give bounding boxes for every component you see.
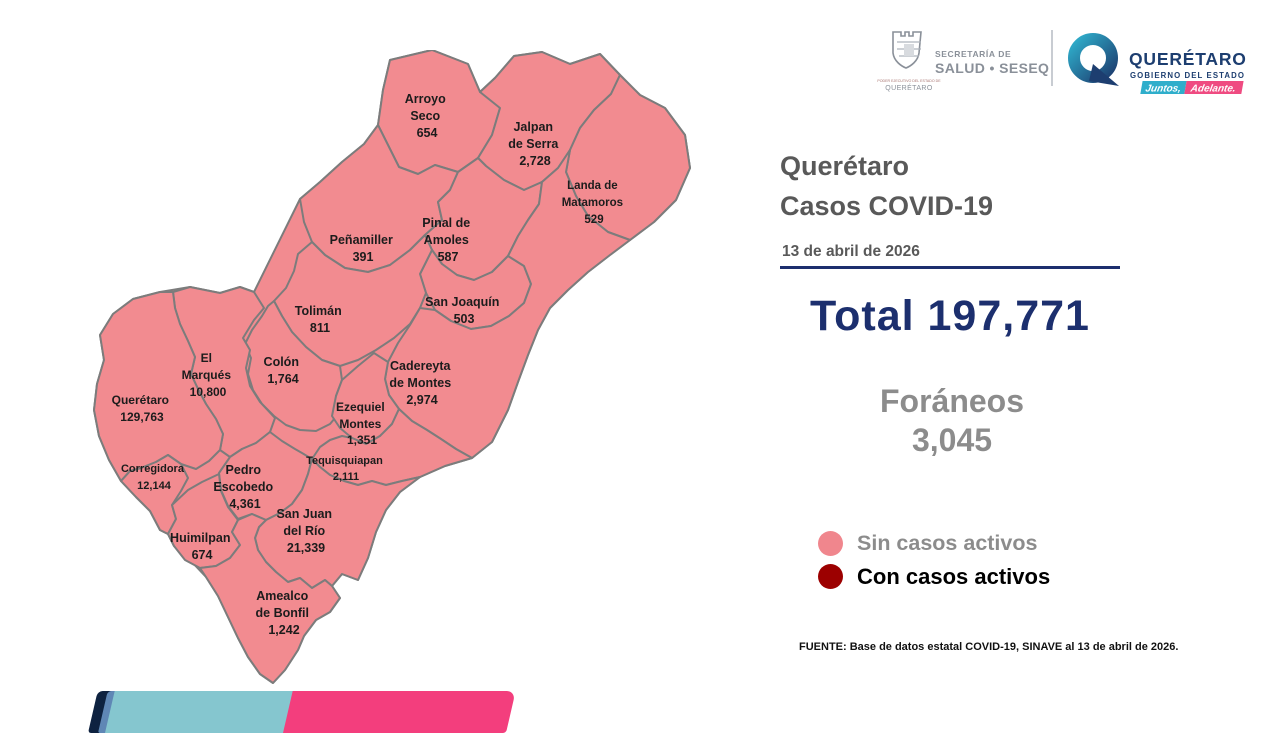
region-corregidora <box>120 454 189 535</box>
label-pinal-de-amoles: Pinal de Amoles 587 <box>422 216 473 264</box>
pink-dot-icon <box>818 531 843 556</box>
salud-seseq-logo: SECRETARÍA DE SALUD • SESEQ PODER EJECUT… <box>877 31 1049 92</box>
label-cadereyta-de-montes: Cadereyta de Montes 2,974 <box>389 359 454 407</box>
report-date: 13 de abril de 2026 <box>782 243 920 260</box>
label-queretaro: Querétaro 129,763 <box>112 393 173 424</box>
date-underline <box>780 266 1120 269</box>
foraneos-label: Foráneos <box>879 383 1025 419</box>
label-tequisquiapan: Tequisquiapan 2,111 <box>306 455 386 483</box>
foraneos-value: 3,045 <box>911 422 993 458</box>
salud-crest-sub1: PODER EJECUTIVO DEL ESTADO DE <box>877 79 941 83</box>
legend-row-con-casos: Con casos activos <box>818 560 1050 593</box>
region-colon <box>244 300 343 432</box>
total-cases: Total 197,771 <box>810 292 1090 340</box>
legend-row-sin-casos: Sin casos activos <box>818 527 1050 560</box>
badge-left-label: Juntos, <box>1144 84 1181 94</box>
queretaro-state-logo: QUERÉTARO GOBIERNO DEL ESTADO Juntos, Ad… <box>1068 33 1247 94</box>
juntos-adelante-badge: Juntos, Adelante. <box>1140 81 1244 94</box>
legend: Sin casos activos Con casos activos <box>818 527 1050 593</box>
legend-sin-label: Sin casos activos <box>857 531 1038 555</box>
salud-logo-line2: SALUD • SESEQ <box>935 60 1049 76</box>
state-logo-subtitle: GOBIERNO DEL ESTADO <box>1130 71 1245 80</box>
foraneos-block: Foráneos 3,045 <box>778 382 1126 460</box>
page-title-line2: Casos COVID-19 <box>780 191 994 221</box>
label-san-joaquin: San Joaquín 503 <box>425 295 503 326</box>
label-pedro-escobedo: Pedro Escobedo 4,361 <box>213 463 276 511</box>
label-el-marques: El Marqués 10,800 <box>182 351 235 399</box>
label-ezequiel-montes: Ezequiel Montes 1,351 <box>336 400 388 447</box>
label-san-juan-del-rio: San Juan del Río 21,339 <box>276 507 335 555</box>
label-jalpan-de-serra: Jalpan de Serra 2,728 <box>508 120 562 168</box>
label-huimilpan: Huimilpan 674 <box>170 531 234 562</box>
ribbon-pink-segment <box>283 691 516 733</box>
dark-red-dot-icon <box>818 564 843 589</box>
queretaro-municipality-map: Arroyo Seco 654 Jalpan de Serra 2,728 La… <box>93 50 691 684</box>
salud-crest-sub2: QUERÉTARO <box>885 83 933 92</box>
label-toliman: Tolimán 811 <box>295 304 345 335</box>
label-amealco-de-bonfil: Amealco de Bonfil 1,242 <box>256 589 313 637</box>
logo-divider <box>1051 30 1053 86</box>
q-logo-icon <box>1068 33 1119 86</box>
salud-logo-line1: SECRETARÍA DE <box>935 49 1011 59</box>
page-title: Querétaro Casos COVID-19 <box>780 146 1140 226</box>
ribbon-teal-segment <box>105 691 296 733</box>
label-penamiller: Peñamiller 391 <box>330 233 397 264</box>
page-title-line1: Querétaro <box>780 151 910 181</box>
label-colon: Colón 1,764 <box>264 355 303 386</box>
label-landa-de-matamoros: Landa de Matamoros 529 <box>562 180 627 226</box>
salud-crest-icon <box>892 31 922 69</box>
source-note: FUENTE: Base de datos estatal COVID-19, … <box>799 641 1179 653</box>
badge-right-label: Adelante. <box>1189 84 1237 94</box>
region-amealco-de-bonfil <box>199 513 341 684</box>
label-corregidora: Corregidora 12,144 <box>121 463 187 492</box>
legend-con-label: Con casos activos <box>857 563 1051 589</box>
label-arroyo-seco: Arroyo Seco 654 <box>405 92 449 140</box>
state-logo-name: QUERÉTARO <box>1129 48 1247 69</box>
